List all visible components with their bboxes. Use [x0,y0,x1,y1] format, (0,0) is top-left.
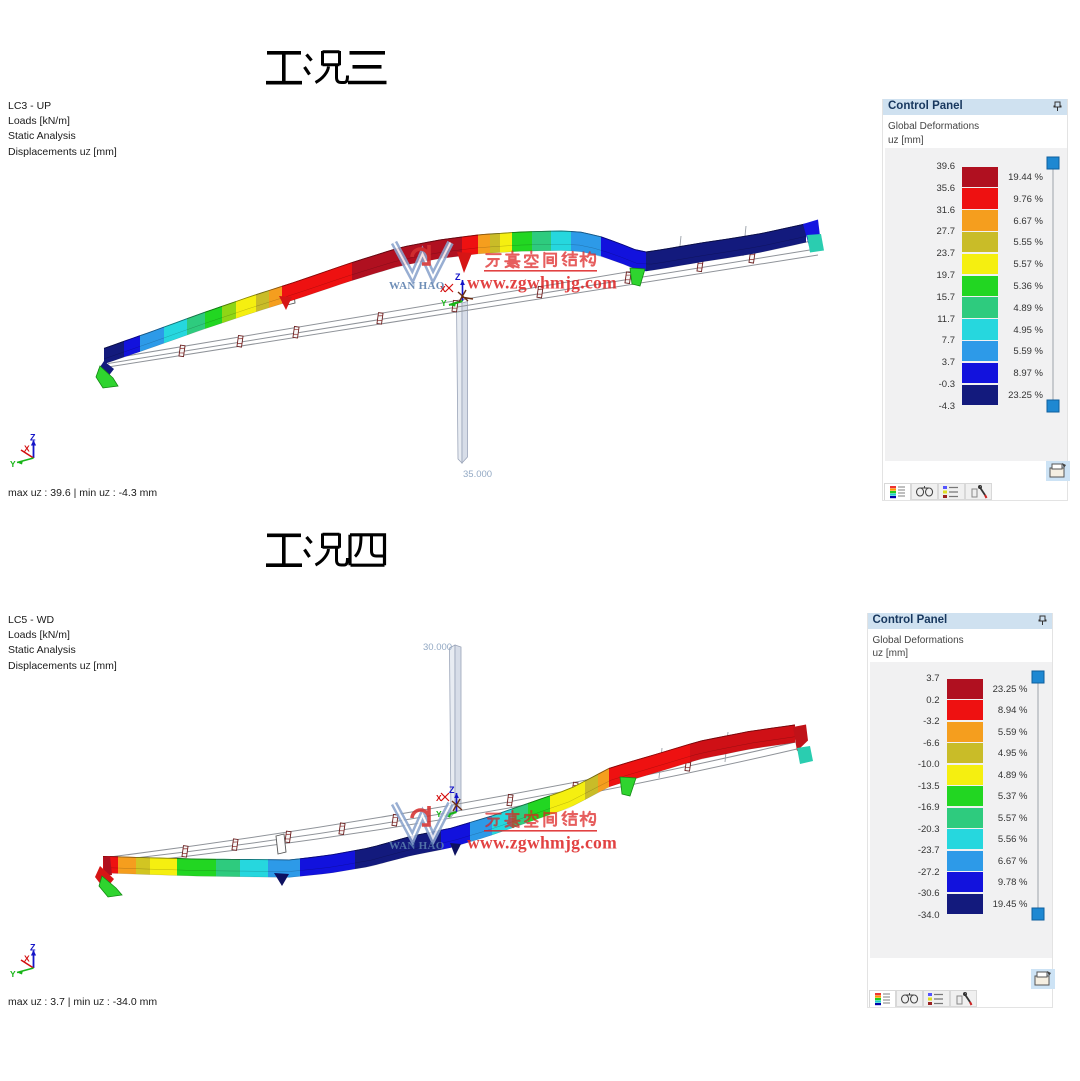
svg-text:Y: Y [10,969,16,979]
svg-text:X: X [436,793,442,803]
svg-text:WAN HAO: WAN HAO [389,280,445,292]
svg-text:Y: Y [436,809,442,819]
svg-text:X: X [24,954,30,964]
svg-text:Z: Z [30,433,36,443]
svg-text:X: X [24,444,30,454]
svg-text:WAN HAO: WAN HAO [389,840,445,852]
svg-text:Z: Z [449,785,455,795]
svg-text:35.000: 35.000 [463,469,492,480]
svg-text:www.zgwhmjg.com: www.zgwhmjg.com [467,833,617,853]
svg-text:Z: Z [30,943,36,953]
svg-text:X: X [440,284,446,294]
svg-text:www.zgwhmjg.com: www.zgwhmjg.com [467,273,617,293]
svg-text:Y: Y [10,459,16,469]
svg-text:30.000: 30.000 [423,642,452,653]
svg-text:Z: Z [455,272,461,282]
svg-text:Y: Y [441,298,447,308]
